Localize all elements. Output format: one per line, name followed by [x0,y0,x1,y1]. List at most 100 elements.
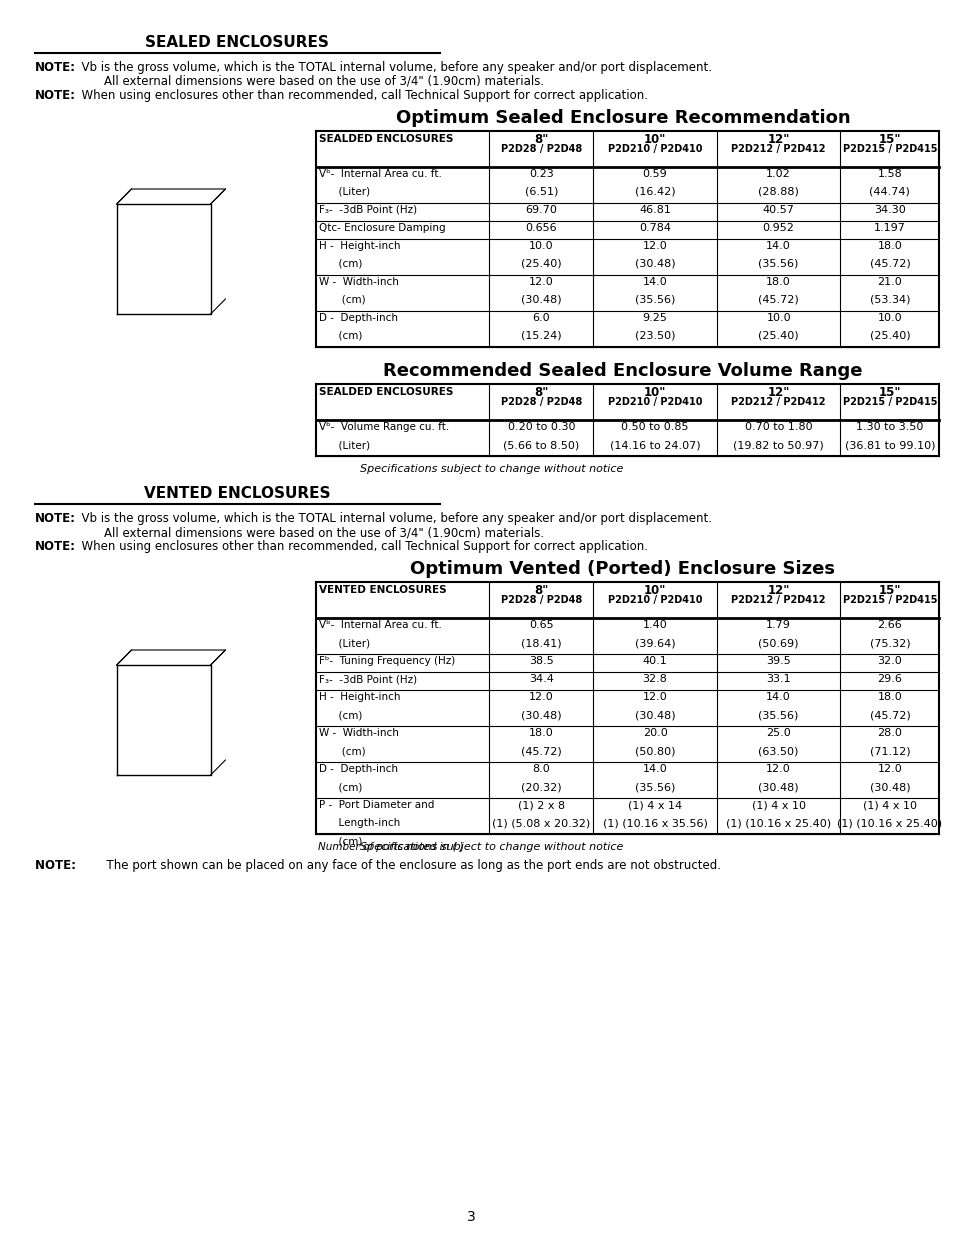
Text: (71.12): (71.12) [869,746,909,756]
Text: 34.4: 34.4 [528,674,553,684]
Text: 0.20 to 0.30: 0.20 to 0.30 [507,422,575,432]
Text: (35.56): (35.56) [634,295,675,305]
Text: P2D28 / P2D48: P2D28 / P2D48 [500,144,581,154]
Text: 10": 10" [643,387,665,399]
Text: 15": 15" [878,584,901,597]
Text: 12": 12" [766,584,789,597]
Text: 32.0: 32.0 [877,656,902,666]
Text: 15": 15" [878,387,901,399]
Text: (30.48): (30.48) [758,782,798,792]
Text: (45.72): (45.72) [868,259,909,269]
Text: 38.5: 38.5 [528,656,553,666]
Text: 14.0: 14.0 [642,764,667,774]
Text: Length-inch: Length-inch [319,818,400,827]
Text: 34.30: 34.30 [873,205,904,215]
Text: 46.81: 46.81 [639,205,670,215]
Text: (cm): (cm) [319,746,366,756]
Text: (45.72): (45.72) [520,746,561,756]
Text: (30.48): (30.48) [869,782,909,792]
Text: 1.79: 1.79 [765,620,790,630]
Text: 39.5: 39.5 [765,656,790,666]
Text: (15.24): (15.24) [520,331,561,341]
Text: Vᵇ-  Internal Area cu. ft.: Vᵇ- Internal Area cu. ft. [319,169,442,179]
Text: H -  Height-inch: H - Height-inch [319,241,400,251]
Text: (19.82 to 50.97): (19.82 to 50.97) [733,440,823,450]
Text: (Liter): (Liter) [319,440,370,450]
Text: Optimum Sealed Enclosure Recommendation: Optimum Sealed Enclosure Recommendation [395,109,849,127]
Text: Recommended Sealed Enclosure Volume Range: Recommended Sealed Enclosure Volume Rang… [383,362,862,380]
Text: (1) (10.16 x 25.40): (1) (10.16 x 25.40) [837,818,942,827]
Text: 18.0: 18.0 [877,692,902,701]
Text: (20.32): (20.32) [520,782,561,792]
Text: (25.40): (25.40) [520,259,561,269]
Text: 25.0: 25.0 [765,727,790,739]
Text: (50.80): (50.80) [634,746,675,756]
Text: 18.0: 18.0 [877,241,902,251]
Text: D -  Depth-inch: D - Depth-inch [319,764,398,774]
Text: (cm): (cm) [319,295,366,305]
Text: 28.0: 28.0 [877,727,902,739]
Text: 18.0: 18.0 [765,277,790,287]
Text: (25.40): (25.40) [758,331,798,341]
Text: Qtc- Enclosure Damping: Qtc- Enclosure Damping [319,224,446,233]
Text: F₃-  -3dB Point (Hz): F₃- -3dB Point (Hz) [319,205,417,215]
Text: 8": 8" [534,584,548,597]
Text: (1) 4 x 10: (1) 4 x 10 [862,800,916,810]
Text: 18.0: 18.0 [528,727,553,739]
Text: 12.0: 12.0 [765,764,790,774]
Text: 0.952: 0.952 [761,224,794,233]
Text: Vᵇ-  Volume Range cu. ft.: Vᵇ- Volume Range cu. ft. [319,422,449,432]
Text: 14.0: 14.0 [642,277,667,287]
Text: 12.0: 12.0 [642,241,667,251]
Text: 0.23: 0.23 [528,169,553,179]
Text: P2D210 / P2D410: P2D210 / P2D410 [607,144,701,154]
Text: 10": 10" [643,133,665,146]
Text: (1) 4 x 10: (1) 4 x 10 [751,800,805,810]
Text: (Liter): (Liter) [319,638,370,648]
Text: NOTE:: NOTE: [34,513,75,525]
Text: SEALDED ENCLOSURES: SEALDED ENCLOSURES [319,387,454,396]
Text: (Liter): (Liter) [319,186,370,198]
Text: F₃-  -3dB Point (Hz): F₃- -3dB Point (Hz) [319,674,417,684]
Text: 2.66: 2.66 [877,620,902,630]
Text: (63.50): (63.50) [758,746,798,756]
Text: 12": 12" [766,387,789,399]
Text: Number of ports noted in ( ): Number of ports noted in ( ) [318,842,463,852]
Text: Vᵇ-  Internal Area cu. ft.: Vᵇ- Internal Area cu. ft. [319,620,442,630]
Text: (1) (10.16 x 25.40): (1) (10.16 x 25.40) [725,818,830,827]
Text: (6.51): (6.51) [524,186,558,198]
Text: P2D215 / P2D415: P2D215 / P2D415 [841,595,936,605]
Text: 69.70: 69.70 [525,205,557,215]
Text: (35.56): (35.56) [634,782,675,792]
Text: 12.0: 12.0 [877,764,902,774]
Text: 6.0: 6.0 [532,312,550,324]
Text: 29.6: 29.6 [877,674,902,684]
Text: (39.64): (39.64) [634,638,675,648]
Text: 0.59: 0.59 [642,169,667,179]
Text: P2D28 / P2D48: P2D28 / P2D48 [500,396,581,408]
Text: 1.40: 1.40 [642,620,667,630]
Text: (30.48): (30.48) [634,259,675,269]
Text: 0.70 to 1.80: 0.70 to 1.80 [744,422,812,432]
Text: 0.784: 0.784 [639,224,670,233]
Text: D -  Depth-inch: D - Depth-inch [319,312,398,324]
Text: 10": 10" [643,584,665,597]
Text: 8": 8" [534,387,548,399]
Text: (cm): (cm) [319,782,362,792]
Text: P2D212 / P2D412: P2D212 / P2D412 [731,595,825,605]
Text: 15": 15" [878,133,901,146]
Text: (36.81 to 99.10): (36.81 to 99.10) [843,440,934,450]
Text: 1.02: 1.02 [765,169,790,179]
Text: (1) (5.08 x 20.32): (1) (5.08 x 20.32) [492,818,590,827]
Text: 1.197: 1.197 [873,224,905,233]
Text: VENTED ENCLOSURES: VENTED ENCLOSURES [144,487,330,501]
Text: Specifications subject to change without notice: Specifications subject to change without… [359,464,622,474]
Text: 14.0: 14.0 [765,692,790,701]
Text: The port shown can be placed on any face of the enclosure as long as the port en: The port shown can be placed on any face… [99,860,720,872]
Text: 10.0: 10.0 [529,241,553,251]
Text: (cm): (cm) [319,710,362,720]
Text: Optimum Vented (Ported) Enclosure Sizes: Optimum Vented (Ported) Enclosure Sizes [410,559,835,578]
Text: 1.58: 1.58 [877,169,902,179]
Text: (45.72): (45.72) [868,710,909,720]
Text: 10.0: 10.0 [877,312,902,324]
